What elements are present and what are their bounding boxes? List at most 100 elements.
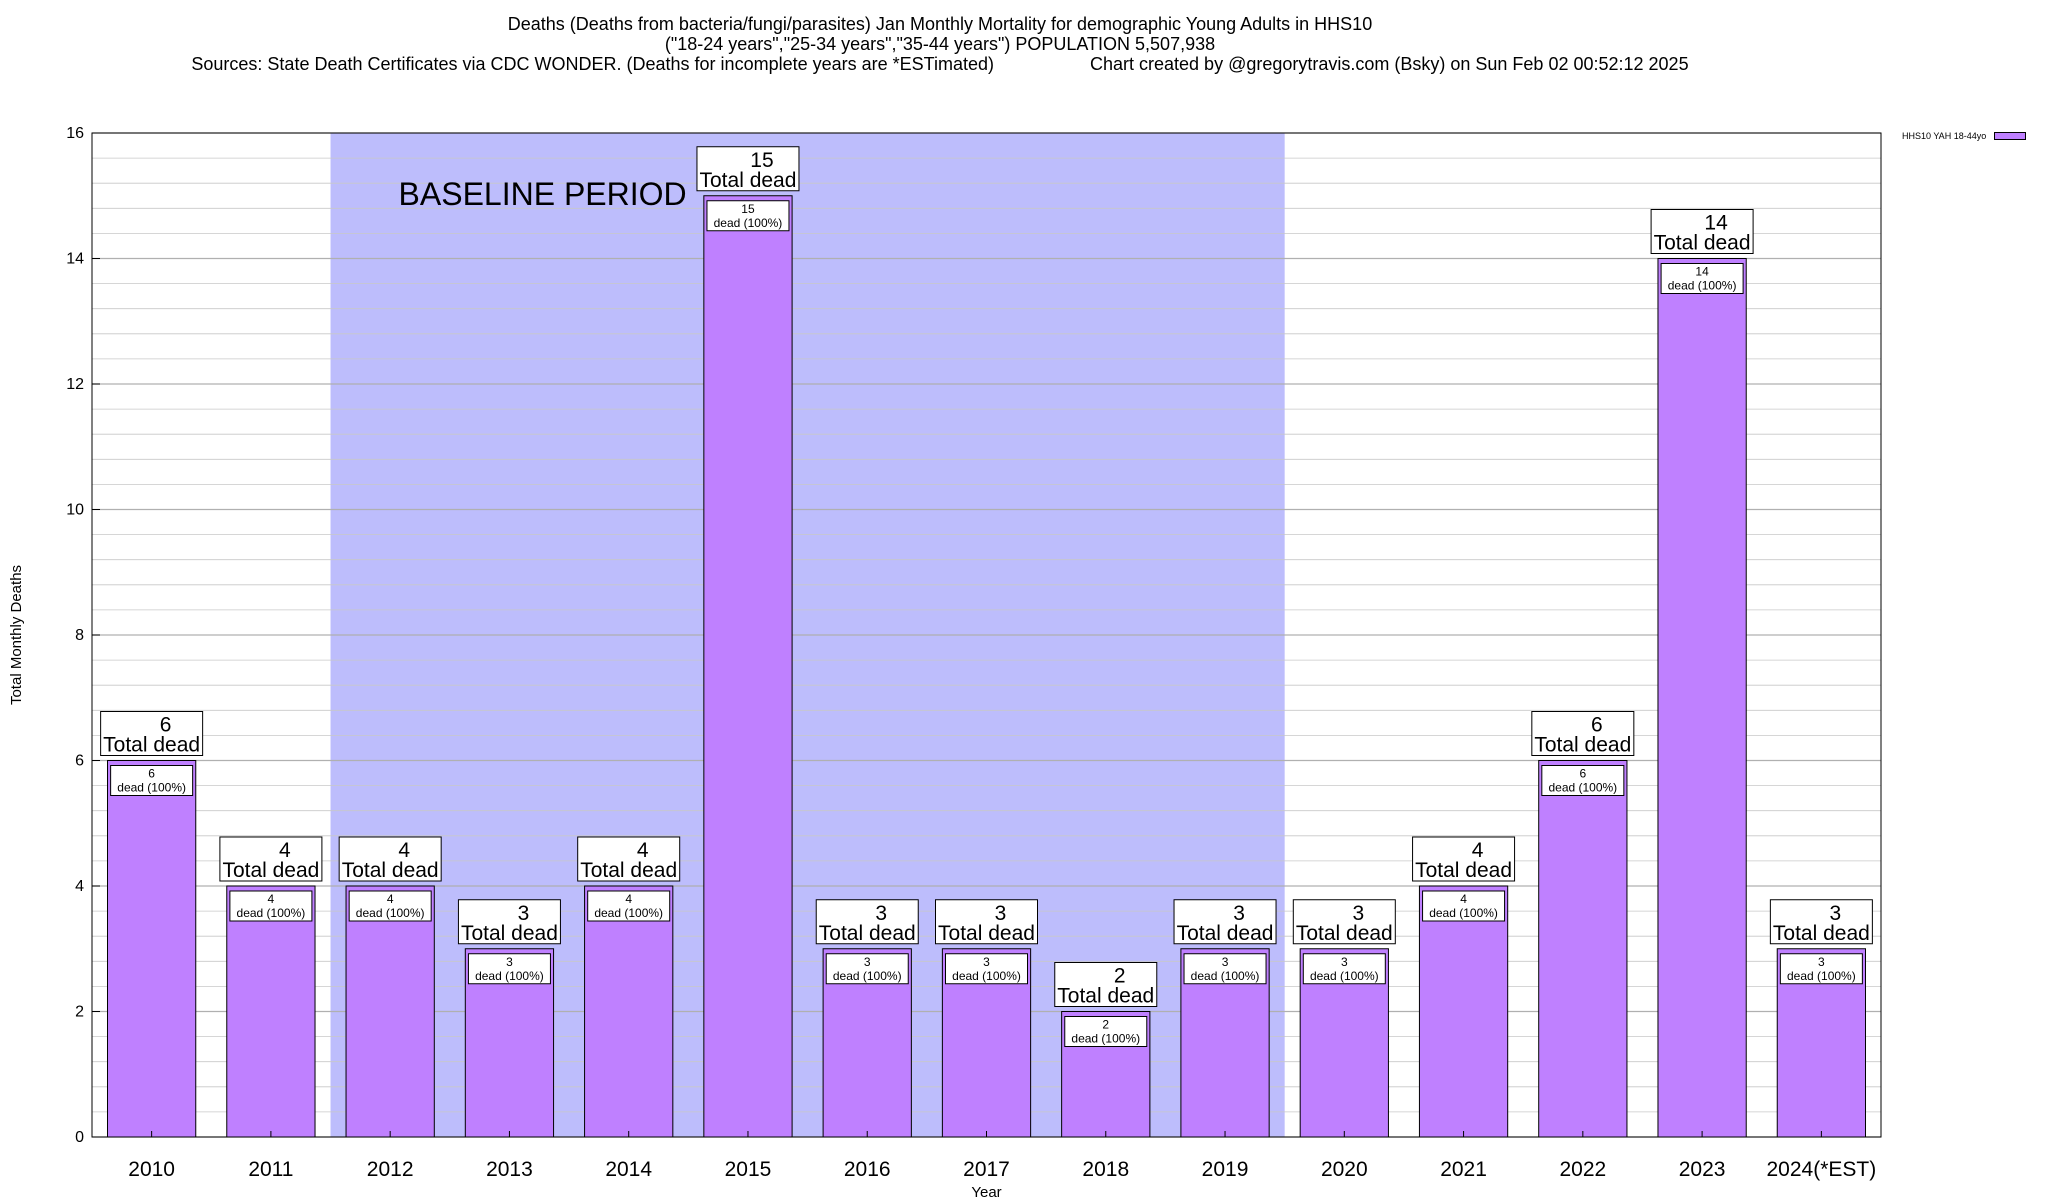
y-tick-label: 16 [66, 125, 84, 142]
pct-value-label: 3 [506, 955, 513, 969]
pct-box [587, 890, 671, 922]
total-dead-label: Total dead [938, 922, 1035, 945]
x-tick-label: 2014 [605, 1158, 652, 1181]
pct-dead-label: dead (100%) [1310, 969, 1379, 983]
y-tick-label: 0 [75, 1129, 84, 1146]
x-tick-label: 2019 [1202, 1158, 1249, 1181]
pct-dead-label: dead (100%) [356, 906, 425, 920]
pct-value-label: 6 [1579, 767, 1586, 781]
x-tick-label: 2013 [486, 1158, 533, 1181]
total-box [1769, 899, 1873, 945]
total-value-label: 4 [637, 839, 649, 862]
total-dead-label: Total dead [1296, 922, 1393, 945]
pct-value-label: 3 [1341, 955, 1348, 969]
total-value-label: 3 [518, 902, 530, 925]
total-value-label: 3 [1830, 902, 1842, 925]
bar [1418, 885, 1509, 1138]
pct-value-label: 3 [864, 955, 871, 969]
total-value-label: 3 [1352, 902, 1364, 925]
y-axis-title: Total Monthly Deaths [8, 565, 25, 705]
pct-dead-label: dead (100%) [1787, 969, 1856, 983]
pct-dead-label: dead (100%) [475, 969, 544, 983]
total-box [935, 899, 1038, 945]
total-dead-label: Total dead [700, 169, 797, 192]
legend-label: HHS10 YAH 18-44yo [1902, 131, 1987, 141]
chart-title: Deaths (Deaths from bacteria/fungi/paras… [507, 14, 1373, 34]
x-tick-label: 2021 [1440, 1158, 1487, 1181]
pct-value-label: 6 [148, 767, 155, 781]
total-box [815, 899, 919, 945]
pct-box [467, 953, 551, 985]
x-tick-label: 2015 [725, 1158, 772, 1181]
total-dead-label: Total dead [1654, 232, 1751, 255]
total-dead-label: Total dead [1773, 922, 1870, 945]
pct-box [1302, 953, 1386, 985]
pct-value-label: 3 [983, 955, 990, 969]
bar [1538, 760, 1628, 1138]
x-tick-label: 2011 [248, 1158, 293, 1181]
baseline-period-label: BASELINE PERIOD [399, 176, 687, 212]
total-dead-label: Total dead [580, 859, 677, 882]
chart-source: Sources: State Death Certificates via CD… [191, 54, 994, 74]
total-value-label: 3 [995, 902, 1007, 925]
total-dead-label: Total dead [1177, 922, 1274, 945]
pct-dead-label: dead (100%) [714, 216, 783, 230]
legend-swatch [1994, 132, 2027, 140]
x-tick-label: 2024(*EST) [1767, 1158, 1877, 1181]
total-box [696, 146, 800, 192]
total-box [1650, 209, 1754, 254]
pct-value-label: 2 [1102, 1018, 1109, 1032]
total-value-label: 6 [160, 714, 172, 737]
total-box [457, 899, 561, 945]
y-tick-label: 2 [75, 1004, 84, 1021]
pct-box [1183, 953, 1267, 985]
x-tick-label: 2010 [128, 1158, 175, 1181]
x-tick-label: 2020 [1321, 1158, 1368, 1181]
total-value-label: 15 [750, 149, 773, 172]
total-dead-label: Total dead [461, 922, 558, 945]
total-value-label: 3 [1233, 902, 1245, 925]
total-box [577, 836, 681, 882]
total-dead-label: Total dead [103, 734, 200, 757]
total-box [338, 836, 442, 882]
pct-value-label: 4 [268, 892, 275, 906]
chart-subtitle: ("18-24 years","25-34 years","35-44 year… [664, 34, 1216, 54]
pct-box [825, 953, 909, 985]
bar [1657, 258, 1747, 1138]
total-dead-label: Total dead [1057, 985, 1154, 1008]
plot-border [91, 132, 1882, 1138]
total-value-label: 2 [1114, 965, 1126, 988]
total-value-label: 4 [398, 839, 410, 862]
pct-value-label: 4 [1460, 892, 1467, 906]
pct-box [1541, 765, 1625, 796]
total-box [1054, 962, 1158, 1007]
pct-dead-label: dead (100%) [594, 906, 663, 920]
pct-dead-label: dead (100%) [1191, 969, 1260, 983]
y-tick-label: 6 [75, 753, 84, 770]
total-dead-label: Total dead [342, 859, 439, 882]
bar [584, 885, 674, 1138]
pct-box [1660, 263, 1744, 294]
y-tick-label: 14 [66, 251, 84, 268]
x-tick-label: 2017 [963, 1158, 1010, 1181]
pct-dead-label: dead (100%) [117, 781, 186, 795]
x-tick-label: 2012 [367, 1158, 414, 1181]
y-tick-label: 12 [66, 376, 84, 393]
pct-value-label: 3 [1222, 955, 1229, 969]
total-box [1292, 899, 1396, 945]
chart-source-line: Sources: State Death Certificates via CD… [0, 54, 1880, 74]
total-box [100, 711, 204, 756]
y-tick-label: 4 [75, 878, 84, 895]
bar [226, 885, 316, 1138]
pct-value-label: 3 [1818, 955, 1825, 969]
x-tick-label: 2022 [1559, 1158, 1606, 1181]
total-value-label: 4 [1472, 839, 1484, 862]
total-box [219, 836, 323, 882]
y-tick-label: 10 [66, 502, 84, 519]
x-tick-label: 2018 [1082, 1158, 1129, 1181]
total-dead-label: Total dead [1534, 734, 1631, 757]
pct-box [1064, 1016, 1148, 1047]
total-value-label: 6 [1591, 714, 1603, 737]
bar [345, 885, 435, 1138]
